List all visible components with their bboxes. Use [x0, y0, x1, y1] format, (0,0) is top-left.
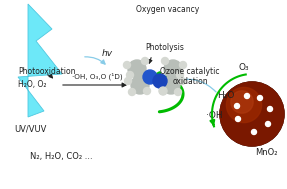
Circle shape — [179, 61, 187, 68]
Circle shape — [220, 82, 284, 146]
Circle shape — [125, 77, 131, 84]
Circle shape — [234, 104, 239, 108]
Circle shape — [220, 82, 284, 146]
Text: MnO₂: MnO₂ — [255, 148, 277, 157]
Text: ·OH: ·OH — [206, 112, 222, 121]
Text: O₃: O₃ — [239, 64, 249, 73]
Circle shape — [236, 116, 241, 122]
Circle shape — [160, 88, 166, 94]
Circle shape — [251, 129, 257, 135]
Circle shape — [164, 60, 182, 78]
Circle shape — [231, 91, 253, 113]
Circle shape — [177, 71, 183, 78]
Polygon shape — [18, 4, 62, 117]
Text: Photolysis: Photolysis — [145, 43, 184, 51]
Text: Oxygen vacancy: Oxygen vacancy — [136, 5, 199, 13]
Circle shape — [174, 88, 181, 95]
Circle shape — [179, 77, 185, 84]
Circle shape — [267, 106, 272, 112]
Circle shape — [162, 76, 180, 94]
Circle shape — [123, 61, 131, 68]
Text: H₂O: H₂O — [217, 91, 235, 101]
Circle shape — [131, 76, 149, 94]
Circle shape — [159, 87, 167, 95]
Circle shape — [265, 122, 271, 126]
Circle shape — [127, 71, 133, 78]
Circle shape — [153, 74, 167, 88]
Circle shape — [245, 94, 249, 98]
Circle shape — [257, 95, 263, 101]
Text: hv: hv — [101, 50, 113, 59]
Circle shape — [226, 87, 261, 123]
Circle shape — [143, 70, 157, 84]
Text: Photooxidation: Photooxidation — [18, 67, 75, 75]
Text: ·OH, O₃,O (¹D): ·OH, O₃,O (¹D) — [72, 73, 123, 80]
Text: Ozone catalytic
oxidation: Ozone catalytic oxidation — [160, 67, 220, 86]
Circle shape — [128, 60, 146, 78]
Text: N₂, H₂O, CO₂ ...: N₂, H₂O, CO₂ ... — [30, 153, 93, 161]
Circle shape — [129, 88, 135, 95]
Text: UV/VUV: UV/VUV — [14, 124, 46, 133]
Circle shape — [162, 57, 168, 64]
Text: H₂O, O₂: H₂O, O₂ — [18, 81, 46, 90]
Circle shape — [144, 88, 150, 94]
Circle shape — [141, 57, 148, 64]
